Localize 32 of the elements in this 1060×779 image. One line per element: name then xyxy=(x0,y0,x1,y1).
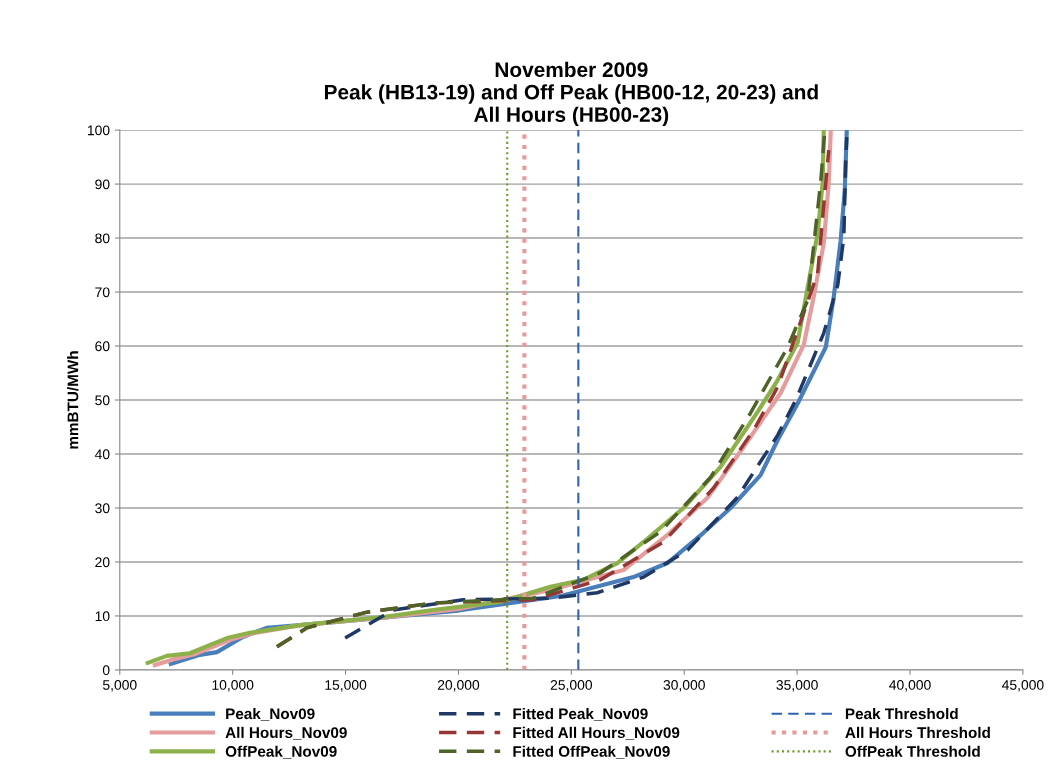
legend-label: Peak_Nov09 xyxy=(226,707,315,721)
y-tick-label: 70 xyxy=(95,287,110,298)
x-tick-label: 10,000 xyxy=(212,680,254,692)
legend-label: All Hours_Nov09 xyxy=(225,726,347,740)
y-tick-label: 50 xyxy=(95,395,110,406)
x-tick-label: 45,000 xyxy=(1001,680,1044,692)
x-tick-label: 20,000 xyxy=(437,680,480,692)
line-series xyxy=(343,135,849,640)
y-axis-title: mmBTU/MWh xyxy=(67,351,79,449)
legend-label: Peak Threshold xyxy=(845,707,958,720)
legend-label: Fitted OffPeak_Nov09 xyxy=(513,745,670,759)
y-tick-label: 90 xyxy=(95,179,110,190)
x-tick-label: 30,000 xyxy=(663,680,705,692)
chart-title: November 2009 Peak (HB13-19) and Off Peak (HB00-12, 20-23) and All Hours (HB00-23) xyxy=(324,61,818,127)
y-tick-label: 20 xyxy=(95,557,110,568)
x-tick-label: 35,000 xyxy=(776,680,818,692)
legend-label: Fitted Peak_Nov09 xyxy=(513,707,648,721)
y-tick-label: 80 xyxy=(95,233,110,244)
x-tick-label: 40,000 xyxy=(889,680,931,692)
x-tick-label: 5,000 xyxy=(102,680,137,692)
legend-label: Fitted All Hours_Nov09 xyxy=(513,726,680,740)
y-tick-label: 40 xyxy=(94,449,110,460)
y-tick-label: 0 xyxy=(102,665,110,676)
legend-label: OffPeak_Nov09 xyxy=(225,745,337,759)
y-tick-label: 10 xyxy=(95,611,110,622)
y-tick-label: 100 xyxy=(87,125,110,136)
legend-label: All Hours Threshold xyxy=(845,726,990,739)
legend-label: OffPeak Threshold xyxy=(845,745,980,757)
x-tick-label: 25,000 xyxy=(550,680,593,692)
y-tick-label: 60 xyxy=(95,341,110,352)
y-tick-label: 30 xyxy=(95,503,110,514)
x-tick-label: 15,000 xyxy=(325,680,367,692)
